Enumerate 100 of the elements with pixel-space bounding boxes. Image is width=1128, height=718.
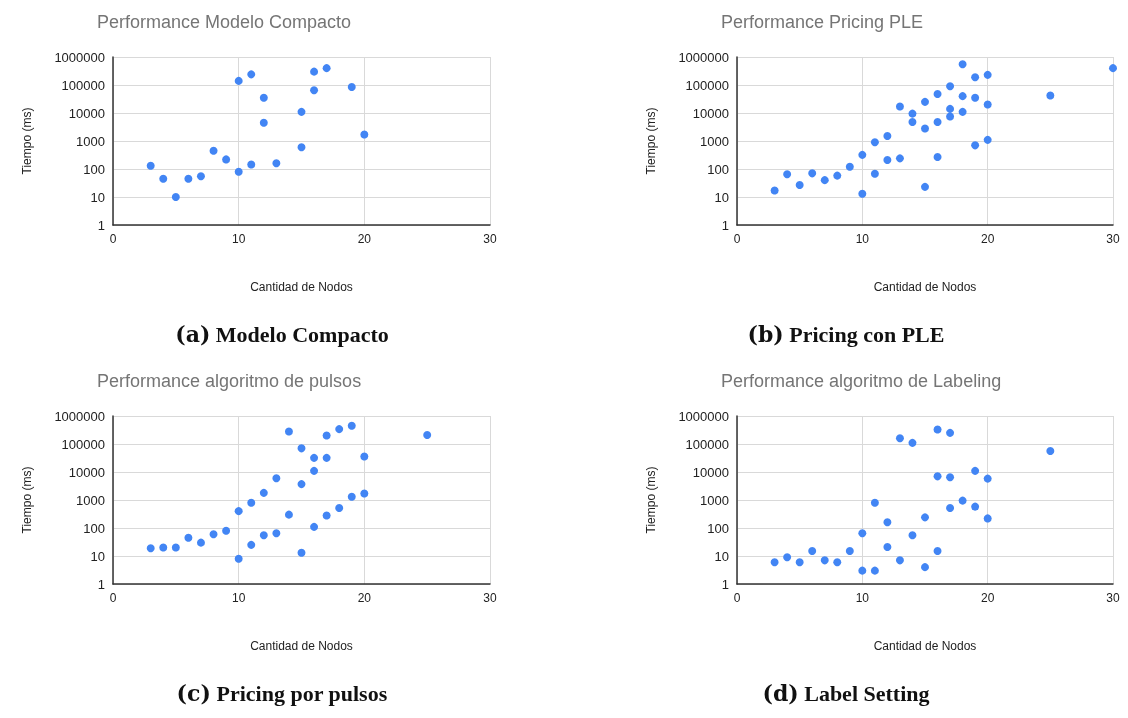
x-tick-label: 30 (1106, 591, 1120, 605)
point (335, 503, 344, 512)
y-tick-label: 1 (721, 576, 729, 592)
point (983, 514, 992, 523)
point (297, 107, 306, 116)
point (883, 518, 892, 527)
point (908, 117, 917, 126)
point (284, 510, 293, 519)
x-tick-label: 0 (109, 232, 117, 246)
point (347, 82, 356, 91)
point (958, 496, 967, 505)
point (946, 112, 955, 121)
y-tick-label: 1000 (76, 492, 105, 508)
x-axis-title: Cantidad de Nodos (250, 639, 353, 653)
point (322, 64, 331, 73)
x-tick-label: 0 (109, 591, 117, 605)
point (770, 558, 779, 567)
point (360, 489, 369, 498)
text: (d) Label Setting (762, 680, 930, 706)
point (297, 444, 306, 453)
point (310, 453, 319, 462)
y-tick-label: 1 (97, 576, 105, 592)
x-axis-title: Cantidad de Nodos (873, 639, 977, 653)
point (360, 130, 369, 139)
point (845, 162, 854, 171)
point (159, 543, 168, 552)
point (310, 86, 319, 95)
point (272, 474, 281, 483)
y-tick-label: 1 (721, 217, 729, 233)
point (171, 543, 180, 552)
text: (b) Pricing con PLE (747, 321, 945, 347)
point (983, 70, 992, 79)
point (234, 507, 243, 516)
x-tick-label: 30 (483, 591, 497, 605)
point (933, 89, 942, 98)
x-tick-label: 10 (855, 232, 870, 246)
point (908, 438, 917, 447)
point (297, 480, 306, 489)
point (272, 529, 281, 538)
point (171, 193, 180, 201)
point (783, 553, 792, 562)
point (322, 453, 331, 462)
point (247, 498, 256, 507)
x-tick-label: 30 (483, 232, 497, 246)
point (933, 152, 942, 161)
x-tick-label: 20 (357, 232, 372, 246)
point (310, 67, 319, 76)
y-tick-label: 10000 (68, 105, 105, 121)
y-tick-label: 100 (83, 161, 105, 177)
y-axis-title: Tiempo (ms) (20, 466, 34, 534)
y-tick-label: 100000 (685, 77, 729, 93)
point (222, 526, 231, 535)
point (958, 60, 967, 69)
point (845, 547, 854, 556)
point (297, 143, 306, 152)
point (209, 146, 218, 155)
y-tick-label: 100000 (61, 436, 105, 452)
y-axis-title: Tiempo (ms) (20, 107, 34, 175)
y-tick-label: 100 (707, 161, 729, 177)
point (770, 186, 779, 195)
point (310, 466, 319, 475)
point (247, 540, 256, 549)
point (360, 452, 369, 461)
point (883, 542, 892, 551)
point (883, 132, 892, 141)
y-axis-title: Tiempo (ms) (644, 466, 658, 534)
x-tick-label: 30 (1106, 232, 1120, 246)
y-tick-label: 10000 (692, 105, 729, 121)
point (895, 556, 904, 565)
point (795, 558, 804, 567)
point (335, 425, 344, 434)
y-tick-label: 1000000 (678, 408, 729, 424)
point (808, 547, 817, 556)
point (1046, 91, 1055, 100)
y-tick-label: 10000 (692, 464, 729, 480)
point (820, 176, 829, 185)
point (272, 159, 281, 168)
point (971, 93, 980, 102)
x-tick-label: 20 (357, 591, 372, 605)
text: (c) Pricing por pulsos (176, 680, 388, 706)
point (870, 138, 879, 147)
point (946, 104, 955, 113)
y-tick-label: 10 (90, 189, 105, 205)
point (146, 544, 155, 553)
point (1046, 447, 1055, 456)
point (858, 529, 867, 538)
point (222, 155, 231, 164)
point (946, 503, 955, 512)
point (971, 73, 980, 82)
y-axis-title: Tiempo (ms) (644, 107, 658, 175)
point (184, 533, 193, 542)
y-tick-label: 10000 (68, 464, 105, 480)
point (933, 547, 942, 556)
point (870, 498, 879, 507)
chart-title: Performance Pricing PLE (721, 12, 924, 32)
point (908, 109, 917, 118)
point (820, 556, 829, 565)
point (1109, 64, 1117, 73)
point (983, 135, 992, 144)
point (895, 102, 904, 111)
